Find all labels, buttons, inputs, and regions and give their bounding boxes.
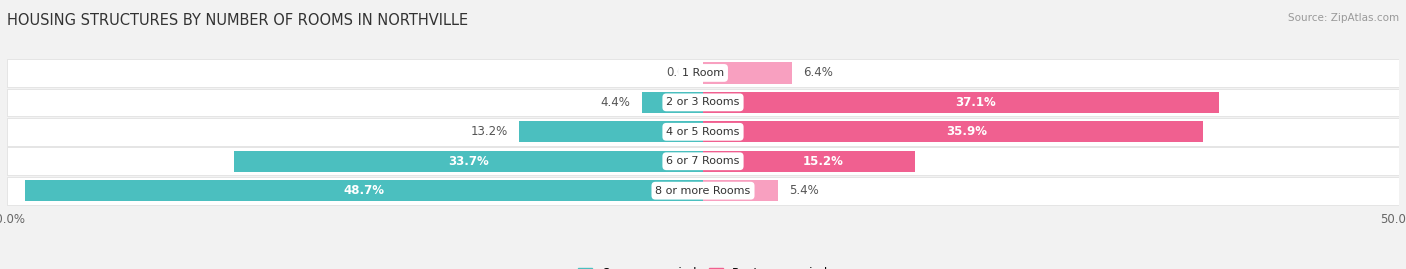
Bar [7,118,1399,146]
Text: 13.2%: 13.2% [471,125,508,138]
Text: 2 or 3 Rooms: 2 or 3 Rooms [666,97,740,107]
Bar [7,147,1399,175]
Text: HOUSING STRUCTURES BY NUMBER OF ROOMS IN NORTHVILLE: HOUSING STRUCTURES BY NUMBER OF ROOMS IN… [7,13,468,29]
Bar [703,121,1202,142]
Bar [703,92,1219,113]
Bar [703,151,914,172]
Text: 4.4%: 4.4% [600,96,631,109]
Bar [25,180,703,201]
Legend: Owner-occupied, Renter-occupied: Owner-occupied, Renter-occupied [572,263,834,269]
Text: 48.7%: 48.7% [343,184,385,197]
Bar [703,62,792,84]
Text: 0.0%: 0.0% [666,66,696,79]
Bar [641,92,703,113]
Text: 4 or 5 Rooms: 4 or 5 Rooms [666,127,740,137]
Text: 5.4%: 5.4% [789,184,820,197]
Text: 8 or more Rooms: 8 or more Rooms [655,186,751,196]
Text: 33.7%: 33.7% [449,155,489,168]
Text: 6 or 7 Rooms: 6 or 7 Rooms [666,156,740,166]
Text: Source: ZipAtlas.com: Source: ZipAtlas.com [1288,13,1399,23]
Text: 6.4%: 6.4% [803,66,834,79]
Bar [703,180,778,201]
Text: 15.2%: 15.2% [803,155,844,168]
Text: 1 Room: 1 Room [682,68,724,78]
Bar [233,151,703,172]
Bar [7,177,1399,204]
Text: 37.1%: 37.1% [955,96,995,109]
Text: 35.9%: 35.9% [946,125,987,138]
Bar [519,121,703,142]
Bar [7,89,1399,116]
Bar [7,59,1399,87]
